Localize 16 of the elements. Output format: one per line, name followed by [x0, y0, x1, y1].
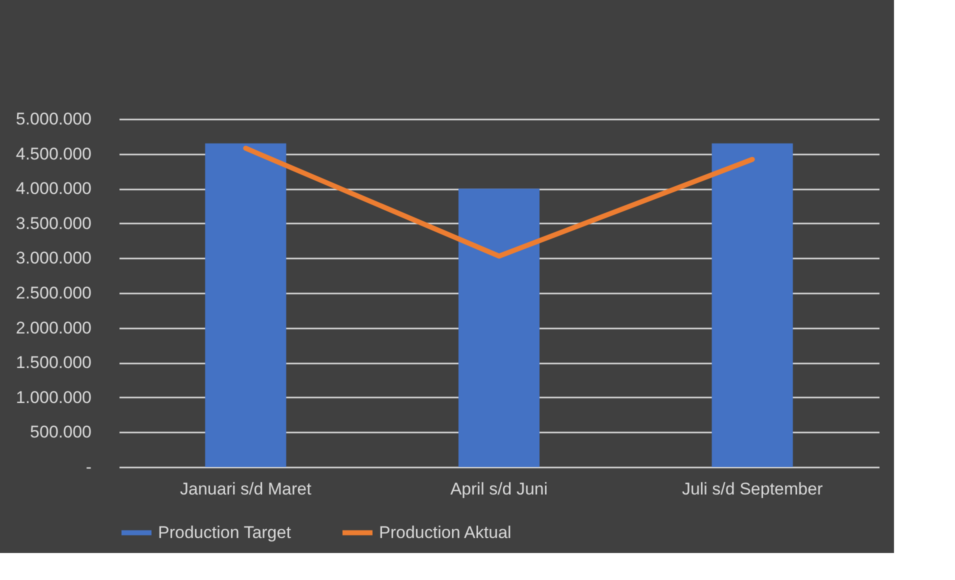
y-tick-label: - — [86, 458, 92, 476]
x-tick-label: Januari s/d Maret — [180, 480, 312, 498]
y-tick-label: 5.000.000 — [16, 110, 92, 128]
y-tick-label: 1.000.000 — [16, 388, 92, 407]
legend-label: Production Target — [158, 522, 292, 542]
legend-label: Production Aktual — [379, 522, 512, 542]
y-tick-label: 500.000 — [30, 422, 92, 442]
y-tick-label: 3.500.000 — [16, 214, 92, 233]
y-tick-label: 1.500.000 — [16, 353, 92, 372]
y-tick-label: 2.500.000 — [16, 284, 92, 302]
x-tick-label: April s/d Juni — [450, 480, 548, 498]
x-tick-label: Juli s/d September — [682, 480, 824, 498]
y-tick-label: 4.000.000 — [16, 179, 92, 198]
y-tick-label: 3.000.000 — [16, 248, 92, 268]
y-tick-label: 4.500.000 — [16, 144, 92, 164]
y-tick-label: 2.000.000 — [16, 318, 92, 338]
